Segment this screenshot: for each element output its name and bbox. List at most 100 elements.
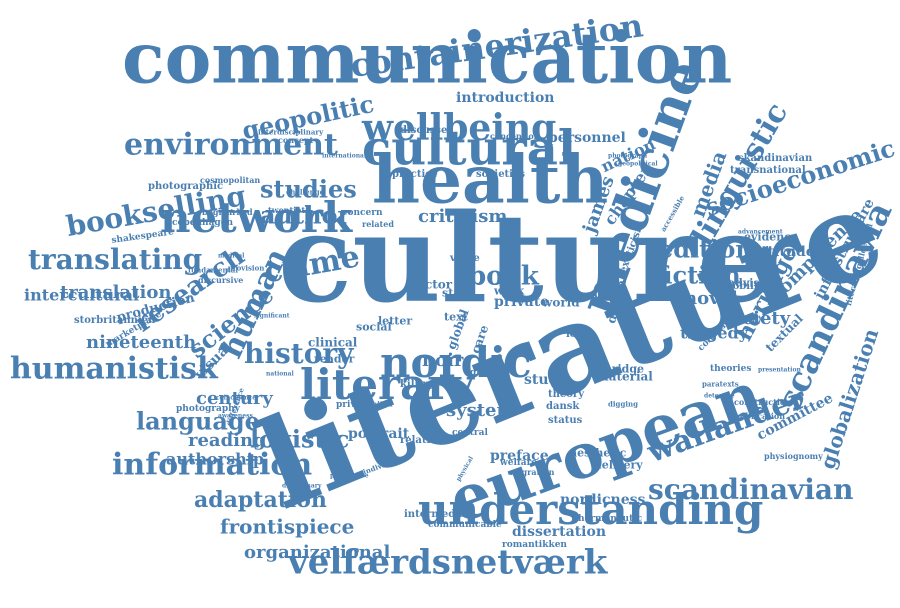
cloud-word: bogmarked [202,206,253,217]
cloud-word: understanding [418,485,764,535]
cloud-word: mobility [722,281,769,293]
cloud-word: geopolitical [618,160,658,168]
cloud-word: killing [400,379,437,391]
cloud-word: discursive [198,274,244,285]
cloud-word: awareness [218,412,253,420]
cloud-word: perspective [330,472,369,480]
cloud-word: welfare [500,457,538,468]
cloud-word: status [548,415,583,427]
cloud-word: significant [254,312,290,320]
cloud-word: storbritannien [74,315,156,327]
cloud-word: humanistisk [10,351,218,387]
cloud-word: attitude [752,244,815,261]
cloud-word: portrait [348,426,410,443]
cloud-word: environment [124,127,338,163]
cloud-word: relation [400,435,445,447]
cloud-word: provision [228,263,265,273]
cloud-word: local [566,329,593,341]
cloud-word: velfærdsnetværk [288,542,608,583]
cloud-word: communication [122,16,733,100]
cloud-word: reader [314,352,355,366]
cloud-word: advisory [728,276,780,290]
cloud-word: challenge [286,187,325,197]
cloud-word: factor [412,277,453,292]
cloud-word: preface [490,448,549,465]
cloud-word: discusses [400,125,454,137]
cloud-word: digging [608,399,638,409]
cloud-word: introduction [456,90,555,107]
cloud-word: international [322,152,367,160]
cloud-word: interdisciplinary [258,127,324,137]
cloud-word: history [244,337,354,371]
cloud-word: whiten [366,399,393,409]
cloud-word: material [596,369,653,384]
cloud-word: advancement [738,228,783,236]
cloud-word: study [524,372,567,389]
cloud-word: reading [188,429,266,451]
cloud-word: society [720,307,791,329]
cloud-word: publication [734,410,786,421]
cloud-word: fundamental [188,265,238,275]
cloud-word: dissertation [512,524,606,541]
cloud-word: frontispiece [220,514,355,539]
cloud-word: scandinavian [648,473,854,507]
cloud-word: intercultural [24,285,140,305]
cloud-word: cultural [362,120,577,177]
cloud-word: photograph [608,152,648,160]
cloud-word: hermeneutic [578,513,643,524]
cloud-word: adaptation [194,486,327,513]
cloud-word: intermedial [404,509,470,521]
cloud-word: studies [260,174,357,204]
cloud-word: fiction [655,260,741,290]
cloud-word: medical [218,252,245,260]
cloud-word: letter [378,314,413,328]
cloud-word: social [356,320,392,334]
cloud-word: tragedy [680,323,749,343]
cloud-word: cosmopolitan [200,174,261,185]
cloud-word: value [450,253,480,265]
cloud-word: criticism [418,205,508,227]
cloud-word: practice [392,169,438,181]
cloud-word: physiognomy [764,450,823,461]
cloud-word: edition [658,234,753,264]
cloud-word: photographic [148,181,224,193]
cloud-word: migration [510,466,555,477]
cloud-word: copenhagen [172,217,233,228]
cloud-word: wellbeing [362,106,557,149]
cloud-word: detective [704,392,735,400]
cloud-word: presentation [758,366,801,374]
cloud-word: translating [28,243,203,277]
cloud-word: transnational [730,165,806,177]
cloud-word: personnel [548,130,626,147]
cloud-word: delivery [594,458,643,472]
cloud-word: network [160,193,353,243]
cloud-word: great [470,367,497,378]
cloud-word: novel [684,287,738,309]
cloud-word: clinical [308,335,358,350]
cloud-word: evidence [744,230,798,244]
cloud-word: communicable [428,519,502,530]
cloud-word: theories [710,363,752,374]
cloud-word: photography [176,403,240,414]
cloud-word: bridge [604,362,645,376]
cloud-word: world [542,295,580,310]
cloud-word: century [196,387,273,409]
cloud-word: concern [342,207,383,218]
cloud-word: information [112,447,313,483]
cloud-word: coincidence [216,394,257,402]
cloud-word: twentieth [268,204,311,215]
cloud-word: private [494,294,550,311]
cloud-word: logistic [250,424,350,454]
cloud-word: theory [548,389,585,401]
cloud-word: work [494,284,525,298]
cloud-word: language [136,406,260,436]
cloud-word: conception [490,130,540,141]
cloud-word: societies [476,169,525,181]
cloud-word: central [452,427,488,438]
cloud-word: paratexts [702,379,739,389]
cloud-word: disciplinary [282,482,322,490]
cloud-word: aesthetic [570,446,627,460]
cloud-word: author [260,200,351,230]
cloud-word: nordic [380,338,532,388]
